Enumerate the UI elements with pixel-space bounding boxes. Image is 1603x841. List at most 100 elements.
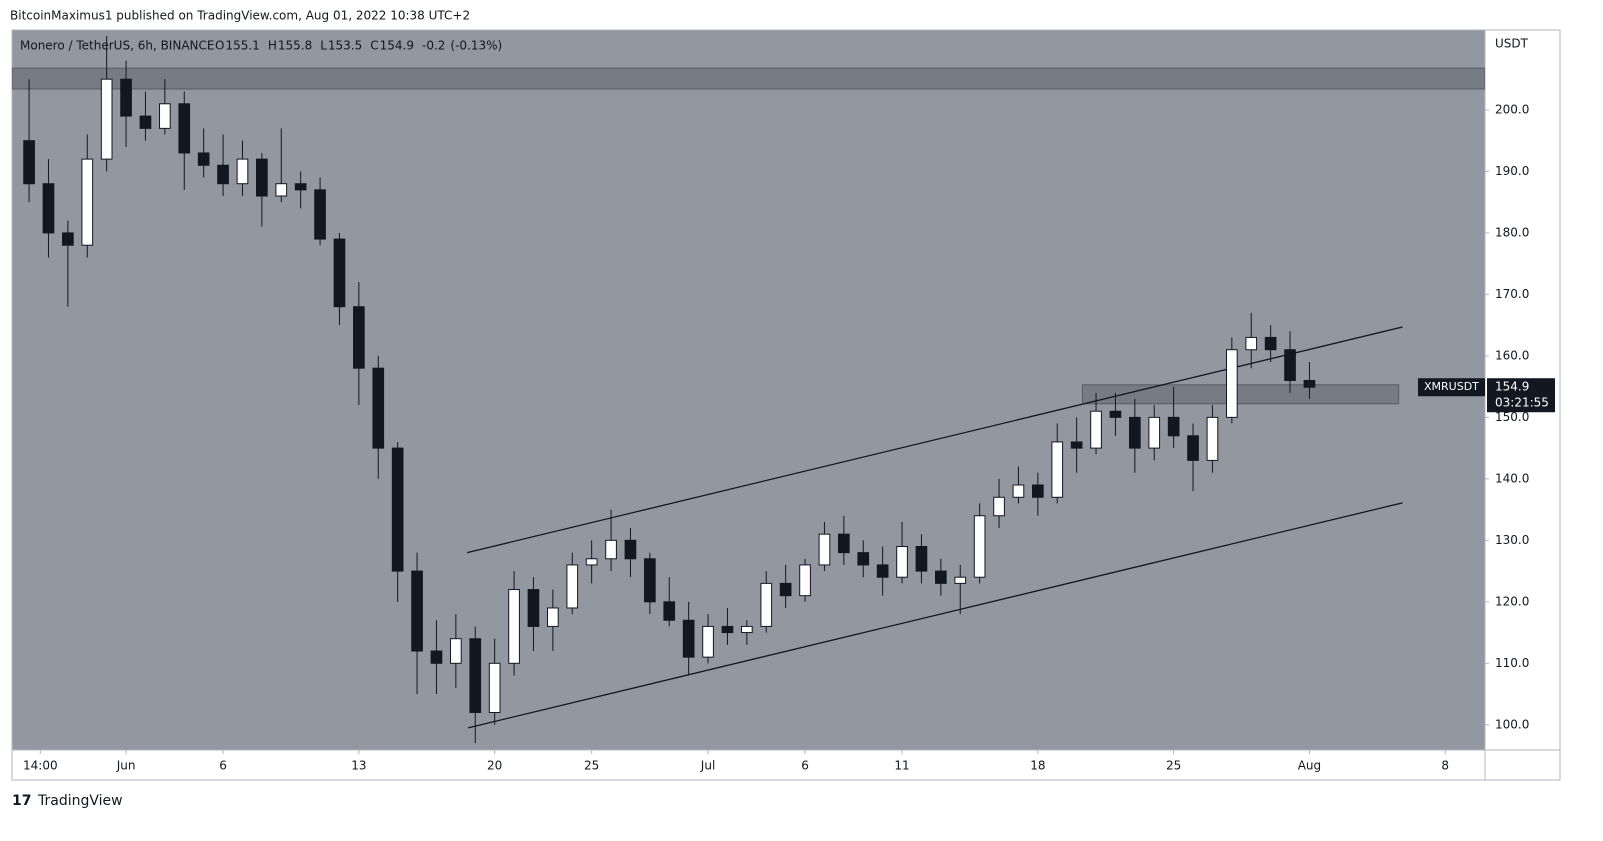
x-tick-label: 13 <box>351 759 366 773</box>
candle-body <box>799 564 811 597</box>
candle-body <box>197 152 210 166</box>
legend-value: 155.8 <box>278 39 312 53</box>
y-tick-label: 200.0 <box>1495 102 1529 116</box>
candle-body <box>585 558 598 566</box>
footer-brand: TradingView <box>37 793 123 809</box>
candle-body <box>450 638 462 664</box>
x-tick-label: 8 <box>1441 759 1449 773</box>
zone <box>1081 384 1400 405</box>
candle-body <box>993 496 1005 517</box>
legend-key: C <box>370 39 378 53</box>
x-tick-label: 25 <box>1166 759 1181 773</box>
candle-body <box>1032 484 1044 498</box>
candle-body <box>1148 416 1161 449</box>
candle-body <box>314 189 326 240</box>
candle-body <box>294 183 307 191</box>
candle-body <box>488 662 501 713</box>
candle-body <box>139 115 152 129</box>
candle-body <box>430 650 443 664</box>
publish-info: BitcoinMaximus1 published on TradingView… <box>10 9 470 23</box>
candle-body <box>1284 349 1296 381</box>
footer-logo: 17 <box>12 793 31 809</box>
candle-body <box>508 589 520 664</box>
y-tick-label: 120.0 <box>1495 594 1529 608</box>
price-tag-bg <box>1487 378 1555 413</box>
candle-body <box>1129 416 1141 449</box>
candle-body <box>256 158 268 197</box>
trendline <box>466 326 1403 554</box>
candle-body <box>760 582 773 627</box>
legend-key: H <box>268 39 277 53</box>
y-tick-label: 130.0 <box>1495 533 1529 547</box>
legend-title: Monero / TetherUS, 6h, BINANCE <box>20 39 214 53</box>
candle-body <box>1264 336 1277 351</box>
candle-body <box>1070 441 1083 449</box>
candle-body <box>702 625 714 658</box>
candle-body <box>857 552 870 566</box>
candle-body <box>682 619 695 658</box>
price-tag: 154.9 <box>1495 380 1529 394</box>
candle-body <box>81 158 94 246</box>
candle-body <box>1167 416 1180 437</box>
outer-frame <box>11 29 1561 781</box>
candle-body <box>469 638 482 713</box>
x-tick-label: 14:00 <box>23 759 58 773</box>
candle-body <box>973 515 986 578</box>
countdown: 03:21:55 <box>1495 396 1549 410</box>
candle-body <box>1245 336 1258 351</box>
y-axis-label: USDT <box>1495 37 1529 51</box>
candle-body <box>605 539 617 560</box>
candle-body <box>159 103 171 129</box>
x-tick-label: 18 <box>1030 759 1045 773</box>
symbol-tag: XMRUSDT <box>1424 380 1479 393</box>
legend-value: 154.9 <box>380 39 414 53</box>
y-tick-label: 170.0 <box>1495 287 1529 301</box>
x-tick-label: Aug <box>1298 759 1321 773</box>
candle-body <box>120 78 132 117</box>
candle-body <box>644 558 656 603</box>
candle-body <box>372 367 385 449</box>
candle-body <box>566 564 579 609</box>
candle-body <box>1090 410 1102 449</box>
candle-body <box>954 576 967 584</box>
candle-body <box>838 533 850 554</box>
x-tick-label: 25 <box>584 759 599 773</box>
candle-body <box>62 232 74 246</box>
candle-body <box>275 183 288 197</box>
candle-body <box>915 545 928 572</box>
legend-value: 155.1 <box>225 39 259 53</box>
candle-body <box>1226 349 1238 418</box>
plot-layer <box>12 36 1485 744</box>
legend-key: L <box>320 39 327 53</box>
zone <box>12 67 1485 90</box>
symbol-tag-bg <box>1418 378 1485 397</box>
candle-body <box>42 183 55 234</box>
candle-body <box>100 78 113 160</box>
candle-body <box>779 582 792 597</box>
x-tick-label: Jun <box>116 759 136 773</box>
y-tick-label: 180.0 <box>1495 225 1529 239</box>
candle-body <box>23 140 35 185</box>
y-tick-label: 160.0 <box>1495 348 1529 362</box>
x-tick-label: Jul <box>700 759 715 773</box>
candle-body <box>721 625 734 634</box>
candle-body <box>935 570 947 584</box>
candle-body <box>1109 410 1122 418</box>
candle-body <box>1187 435 1199 461</box>
candle-body <box>411 570 423 652</box>
candle-body <box>1051 441 1064 498</box>
candle-body <box>236 158 249 185</box>
legend-change: -0.2 <box>422 39 445 53</box>
y-tick-label: 190.0 <box>1495 164 1529 178</box>
candle-body <box>663 601 676 621</box>
candle-body <box>178 103 191 154</box>
candle-body <box>876 564 889 578</box>
y-tick-label: 140.0 <box>1495 471 1529 485</box>
candle-body <box>624 539 637 560</box>
legend-value: 153.5 <box>328 39 362 53</box>
legend-change-pct: (-0.13%) <box>450 39 502 53</box>
y-tick-label: 110.0 <box>1495 656 1529 670</box>
x-tick-label: 6 <box>801 759 809 773</box>
candle-body <box>1303 379 1316 388</box>
